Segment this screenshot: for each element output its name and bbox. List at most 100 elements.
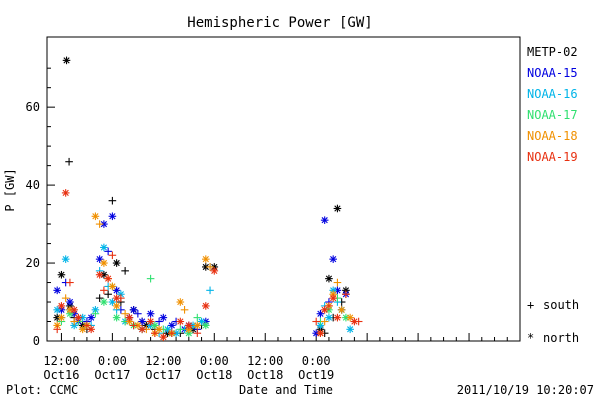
- point-noaa-18-south: [180, 306, 189, 314]
- point-metp-02-north: [325, 274, 333, 283]
- point-noaa-19-north: [74, 313, 83, 322]
- point-noaa-19-north: [159, 333, 168, 341]
- point-metp-02-north: [62, 56, 71, 65]
- point-noaa-15-south: [155, 317, 163, 326]
- point-metp-02-south: [108, 196, 117, 205]
- point-noaa-18-north: [155, 325, 163, 334]
- point-metp-02-north: [112, 259, 121, 267]
- point-metp-02-south: [65, 157, 73, 166]
- point-noaa-18-north: [346, 313, 354, 322]
- point-metp-02-south: [121, 267, 129, 275]
- x-tick-date: Oct18: [196, 368, 232, 382]
- x-axis: 12:00Oct160:00Oct1712:00Oct170:00Oct1812…: [43, 333, 521, 382]
- point-metp-02-south: [95, 294, 104, 302]
- point-metp-02-south: [104, 290, 112, 299]
- point-metp-02-north: [333, 204, 342, 213]
- point-noaa-19-north: [57, 302, 66, 310]
- point-noaa-19-south: [312, 317, 320, 326]
- point-noaa-18-south: [320, 317, 329, 326]
- x-tick-date: Oct17: [145, 368, 181, 382]
- footer-plot-credit: Plot: CCMC: [6, 383, 78, 397]
- point-noaa-18-north: [201, 255, 210, 263]
- legend-item-noaa-17: NOAA-17: [527, 108, 578, 122]
- point-noaa-18-north: [57, 313, 66, 322]
- point-noaa-18-north: [108, 282, 117, 291]
- legend-item-noaa-16: NOAA-16: [527, 87, 578, 101]
- point-noaa-19-north: [329, 294, 337, 302]
- point-noaa-16-south: [206, 286, 214, 295]
- symbol-legend-north: * north: [527, 331, 579, 345]
- point-noaa-18-north: [193, 321, 202, 330]
- point-noaa-16-north: [346, 325, 354, 334]
- symbol-legend-south: + south: [527, 298, 579, 312]
- x-tick-time: 0:00: [302, 354, 331, 368]
- point-noaa-19-north: [146, 317, 155, 326]
- symbol-legend-north-label: north: [543, 331, 579, 345]
- point-noaa-17-south: [193, 313, 202, 322]
- y-tick-label: 0: [33, 334, 40, 348]
- point-noaa-17-south: [176, 325, 185, 334]
- point-noaa-19-north: [138, 325, 146, 334]
- point-noaa-19-north: [210, 267, 219, 275]
- point-noaa-19-north: [104, 274, 112, 283]
- point-noaa-19-south: [193, 329, 202, 338]
- y-tick-label: 20: [26, 256, 40, 270]
- point-noaa-17-south: [146, 274, 155, 283]
- y-tick-label: 40: [26, 178, 40, 192]
- legend-item-noaa-19: NOAA-19: [527, 150, 578, 164]
- point-noaa-19-south: [151, 329, 159, 338]
- point-noaa-15-north: [95, 255, 104, 263]
- plot-frame: [46, 36, 521, 342]
- point-noaa-16-north: [61, 255, 70, 263]
- point-noaa-17-north: [100, 298, 108, 306]
- point-noaa-15-north: [66, 298, 74, 306]
- point-noaa-19-south: [354, 317, 363, 326]
- point-noaa-17-north: [112, 313, 121, 322]
- point-noaa-19-south: [117, 294, 125, 302]
- point-noaa-19-north: [125, 313, 134, 322]
- point-noaa-18-south: [121, 309, 129, 318]
- point-noaa-15-north: [320, 216, 329, 224]
- x-tick-date: Oct17: [94, 368, 130, 382]
- x-tick-date: Oct16: [43, 368, 79, 382]
- point-noaa-15-north: [159, 313, 168, 322]
- point-noaa-19-north: [95, 270, 104, 279]
- point-noaa-15-north: [146, 309, 155, 318]
- y-axis-label: P [GW]: [3, 168, 17, 211]
- point-noaa-19-south: [53, 325, 61, 334]
- point-noaa-16-north: [325, 313, 333, 322]
- point-noaa-15-north: [108, 212, 117, 221]
- point-noaa-18-south: [61, 294, 70, 302]
- point-noaa-19-south: [100, 286, 108, 295]
- point-noaa-18-north: [91, 212, 100, 221]
- point-noaa-18-north: [337, 306, 346, 314]
- data-points: [53, 56, 363, 341]
- point-metp-02-north: [201, 263, 210, 271]
- point-noaa-19-south: [168, 329, 176, 338]
- x-tick-time: 0:00: [200, 354, 229, 368]
- point-noaa-19-south: [342, 290, 350, 299]
- x-tick-time: 12:00: [145, 354, 181, 368]
- point-noaa-19-north: [61, 189, 70, 197]
- point-noaa-19-north: [320, 306, 329, 314]
- symbol-legend-south-label: south: [543, 298, 579, 312]
- point-noaa-15-north: [53, 286, 61, 295]
- point-noaa-16-north: [100, 243, 108, 252]
- symbol-legend-north-marker: *: [527, 331, 534, 345]
- x-tick-date: Oct18: [247, 368, 283, 382]
- symbol-legend-south-marker: +: [527, 298, 534, 312]
- point-noaa-19-north: [176, 317, 185, 326]
- point-noaa-19-south: [108, 251, 117, 260]
- point-noaa-18-south: [206, 263, 214, 271]
- chart-title: Hemispheric Power [GW]: [187, 15, 372, 31]
- point-noaa-19-north: [201, 302, 210, 310]
- point-noaa-17-south: [91, 309, 100, 318]
- x-axis-label: Date and Time: [239, 383, 333, 397]
- point-noaa-19-south: [129, 321, 138, 330]
- y-axis: 0 20 40 60: [26, 67, 55, 348]
- legend-item-noaa-15: NOAA-15: [527, 66, 578, 80]
- point-noaa-18-north: [100, 259, 108, 267]
- point-noaa-15-north: [329, 255, 337, 263]
- point-noaa-19-north: [185, 321, 193, 330]
